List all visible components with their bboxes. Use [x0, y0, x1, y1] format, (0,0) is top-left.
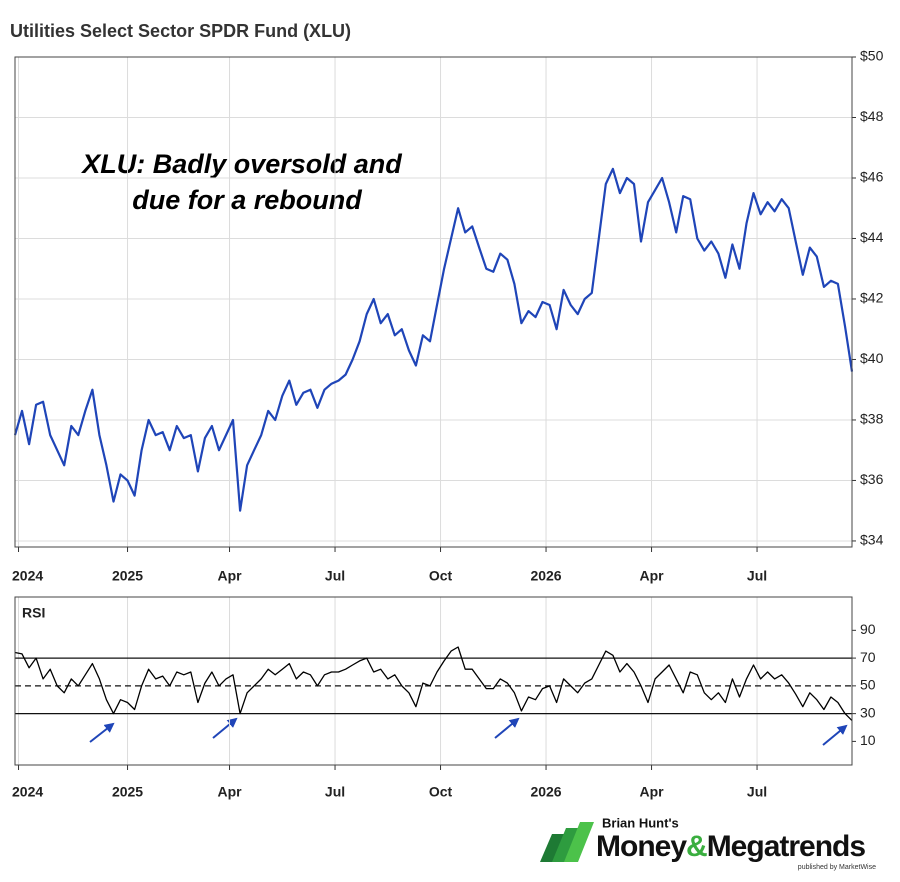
x-tick-label: 2024	[12, 568, 43, 584]
y-tick-label: $50	[860, 48, 884, 64]
logo-word: Money	[596, 830, 687, 863]
rsi-arrows	[89, 717, 848, 746]
arrow	[212, 717, 238, 739]
x-tick-label: Oct	[429, 784, 453, 800]
logo-bar	[564, 822, 594, 862]
y-tick-label: 90	[860, 621, 876, 637]
x-tick-label: Apr	[639, 568, 664, 584]
y-tick-label: $48	[860, 108, 884, 124]
x-tick-label: Jul	[325, 568, 345, 584]
x-tick-label: Apr	[639, 784, 664, 800]
y-tick-label: $42	[860, 290, 884, 306]
series-line	[13, 167, 854, 512]
x-tick-label: Apr	[217, 784, 242, 800]
x-tick-label: Oct	[429, 568, 453, 584]
logo-byline: Brian Hunt's	[602, 815, 679, 830]
annotation: due for a rebound	[132, 185, 362, 215]
x-tick-label: 2025	[112, 784, 143, 800]
x-tick-label: Jul	[747, 568, 767, 584]
logo-publisher: published by MarketWise	[798, 864, 876, 871]
x-tick-label: 2026	[530, 568, 561, 584]
logo-name: Money&Megatrends	[596, 830, 865, 863]
y-tick-label: $34	[860, 532, 884, 548]
y-tick-label: $40	[860, 350, 884, 366]
x-tick-label: 2026	[530, 784, 561, 800]
plot-frame	[14, 596, 853, 766]
y-tick-label: $44	[860, 229, 884, 245]
y-tick-label: $46	[860, 169, 884, 185]
logo-amp: &	[686, 830, 707, 863]
y-tick-label: 50	[860, 677, 876, 693]
y-tick-label: 30	[860, 704, 876, 720]
arrow	[89, 722, 115, 743]
y-tick-label: 70	[860, 649, 876, 665]
x-tick-label: Jul	[747, 784, 767, 800]
series-line	[14, 646, 853, 722]
chart-title: Utilities Select Sector SPDR Fund (XLU)	[10, 21, 351, 41]
plot-frame	[14, 56, 853, 548]
y-tick-label: $36	[860, 471, 884, 487]
logo-word: Megatrends	[707, 830, 866, 863]
arrow	[494, 717, 520, 739]
arrow	[822, 724, 848, 746]
logo: Brian Hunt's Money&Megatrends published …	[540, 815, 876, 871]
y-tick-label: 10	[860, 732, 876, 748]
x-tick-label: Apr	[217, 568, 242, 584]
y-tick-label: $38	[860, 411, 884, 427]
x-tick-label: Jul	[325, 784, 345, 800]
logo-bar	[552, 828, 580, 862]
x-tick-label: 2024	[12, 784, 43, 800]
logo-bar	[540, 834, 566, 862]
annotation: XLU: Badly oversold and	[80, 149, 402, 179]
panel-title: RSI	[22, 605, 45, 621]
x-tick-label: 2025	[112, 568, 143, 584]
